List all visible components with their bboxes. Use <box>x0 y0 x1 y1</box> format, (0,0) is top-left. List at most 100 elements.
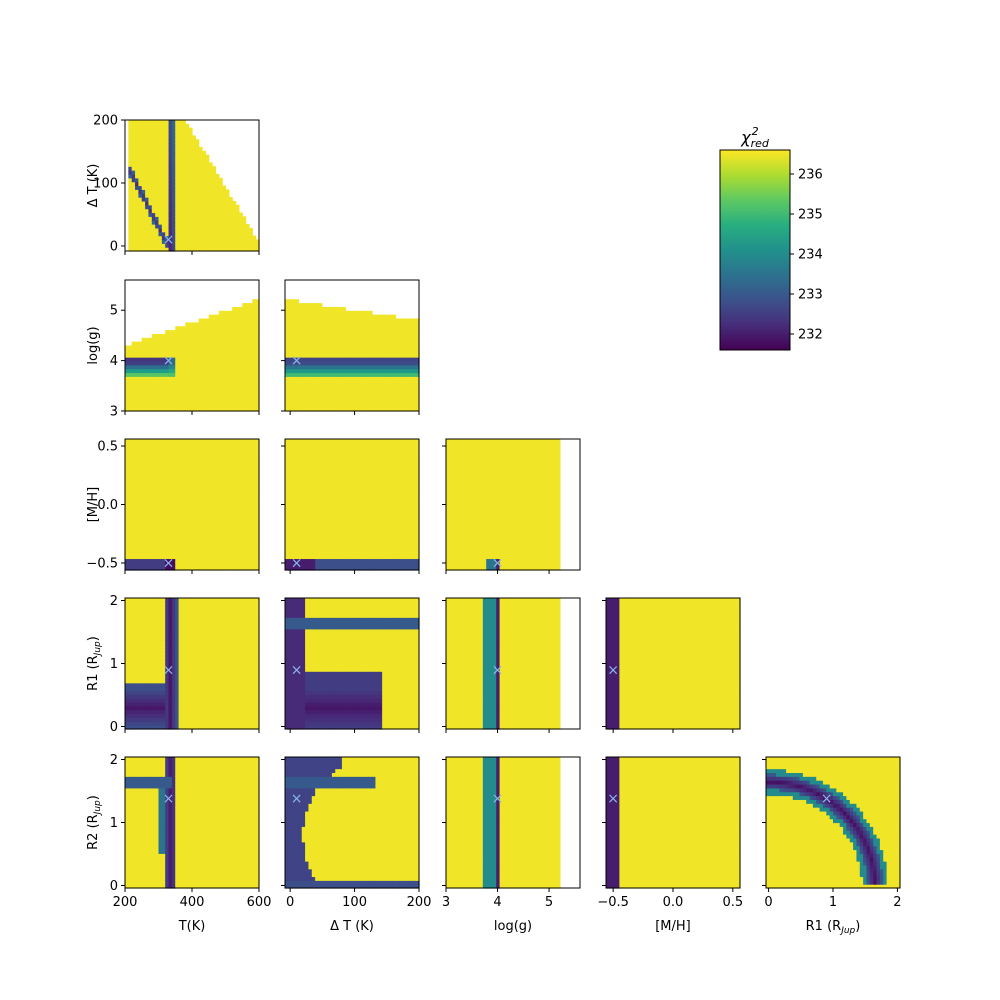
heatmap-cell <box>148 150 153 156</box>
heatmap-cell <box>245 387 250 393</box>
heatmap-cell <box>321 322 326 327</box>
heatmap-cell <box>228 341 233 347</box>
heatmap-cell <box>188 399 193 404</box>
heatmap-cell <box>138 489 143 494</box>
heatmap-cell <box>218 523 223 529</box>
heatmap-cell <box>212 500 217 506</box>
heatmap-cell <box>245 333 250 339</box>
heatmap-cell <box>215 189 220 194</box>
heatmap-cell <box>295 326 299 331</box>
heatmap-cell <box>362 387 366 393</box>
heatmap-cell <box>165 247 170 252</box>
heatmap-cell <box>195 189 200 194</box>
heatmap-cell <box>238 349 243 354</box>
heatmap-cell <box>135 131 139 137</box>
heatmap-cell <box>125 473 129 479</box>
heatmap-cell <box>161 143 166 148</box>
heatmap-cell <box>138 481 143 486</box>
heatmap-cell <box>128 508 133 513</box>
heatmap-cell <box>161 492 166 498</box>
heatmap-cell <box>232 227 237 233</box>
heatmap-cell <box>148 200 153 206</box>
heatmap-cell <box>301 310 306 316</box>
heatmap-cell <box>375 314 380 320</box>
heatmap-cell <box>175 345 180 350</box>
heatmap-cell <box>398 384 403 389</box>
heatmap-cell <box>208 368 213 374</box>
heatmap-cell <box>178 492 183 498</box>
heatmap-cell <box>171 193 176 198</box>
heatmap-cell <box>151 523 156 529</box>
heatmap-cell <box>368 345 373 350</box>
heatmap-cell <box>198 539 203 544</box>
heatmap-cell <box>212 333 217 339</box>
heatmap-cell <box>195 462 200 467</box>
heatmap-cell <box>348 326 353 331</box>
heatmap-cell <box>291 403 296 408</box>
heatmap-cell <box>161 204 166 210</box>
heatmap-cell <box>175 162 180 167</box>
heatmap-cell <box>222 216 227 221</box>
heatmap-cell <box>202 489 206 494</box>
heatmap-cell <box>138 450 143 456</box>
heatmap-cell <box>195 204 200 210</box>
heatmap-cell <box>151 391 156 397</box>
heatmap-cell <box>178 337 183 343</box>
heatmap-cell <box>238 310 243 316</box>
heatmap-cell <box>215 516 220 521</box>
heatmap-cell <box>291 341 296 347</box>
heatmap-cell <box>392 353 397 358</box>
heatmap-cell <box>175 439 180 444</box>
heatmap-cell <box>171 562 176 567</box>
heatmap-cell <box>198 384 203 389</box>
heatmap-cell <box>212 546 217 552</box>
heatmap-cell <box>305 333 310 339</box>
heatmap-cell <box>348 333 353 339</box>
heatmap-cell <box>158 527 163 533</box>
heatmap-cell <box>308 314 313 320</box>
heatmap-cell <box>335 399 340 404</box>
heatmap-cell <box>202 247 206 252</box>
heatmap-cell <box>138 523 143 529</box>
heatmap-cell <box>315 330 320 335</box>
heatmap-cell <box>215 523 220 529</box>
heatmap-cell <box>178 465 183 471</box>
heatmap-cell <box>128 512 133 517</box>
heatmap-cell <box>138 131 143 137</box>
heatmap-cell <box>181 543 186 548</box>
heatmap-cell <box>155 135 160 140</box>
heatmap-cell <box>178 523 183 529</box>
heatmap-cell <box>181 442 186 448</box>
heatmap-cell <box>288 357 293 362</box>
y-tick-label: 100 <box>93 176 118 191</box>
heatmap-cell <box>192 543 196 548</box>
heatmap-cell <box>291 391 296 397</box>
heatmap-cell <box>128 189 133 194</box>
heatmap-cell <box>202 450 206 456</box>
heatmap-cell <box>138 473 143 479</box>
heatmap-cell <box>205 500 210 506</box>
heatmap-cell <box>255 299 260 304</box>
heatmap-cell <box>135 504 139 509</box>
heatmap-cell <box>125 469 129 475</box>
heatmap-cell <box>222 200 227 206</box>
heatmap-cell <box>125 380 129 385</box>
heatmap-cell <box>128 454 133 459</box>
heatmap-cell <box>205 154 210 160</box>
heatmap-cell <box>185 465 190 471</box>
heatmap-cell <box>125 496 129 502</box>
heatmap-cell <box>412 337 417 343</box>
heatmap-cell <box>151 516 156 521</box>
heatmap-cell <box>148 485 153 490</box>
heatmap-cell <box>165 485 170 490</box>
heatmap-cell <box>188 527 193 533</box>
heatmap-cell <box>181 450 186 456</box>
heatmap-cell <box>352 368 356 374</box>
heatmap-cell <box>128 535 133 540</box>
heatmap-cell <box>168 462 173 467</box>
heatmap-cell <box>301 353 306 358</box>
heatmap-cell <box>375 376 380 381</box>
heatmap-cell <box>171 450 176 456</box>
heatmap-cell <box>158 235 163 241</box>
heatmap-cell <box>175 407 180 412</box>
